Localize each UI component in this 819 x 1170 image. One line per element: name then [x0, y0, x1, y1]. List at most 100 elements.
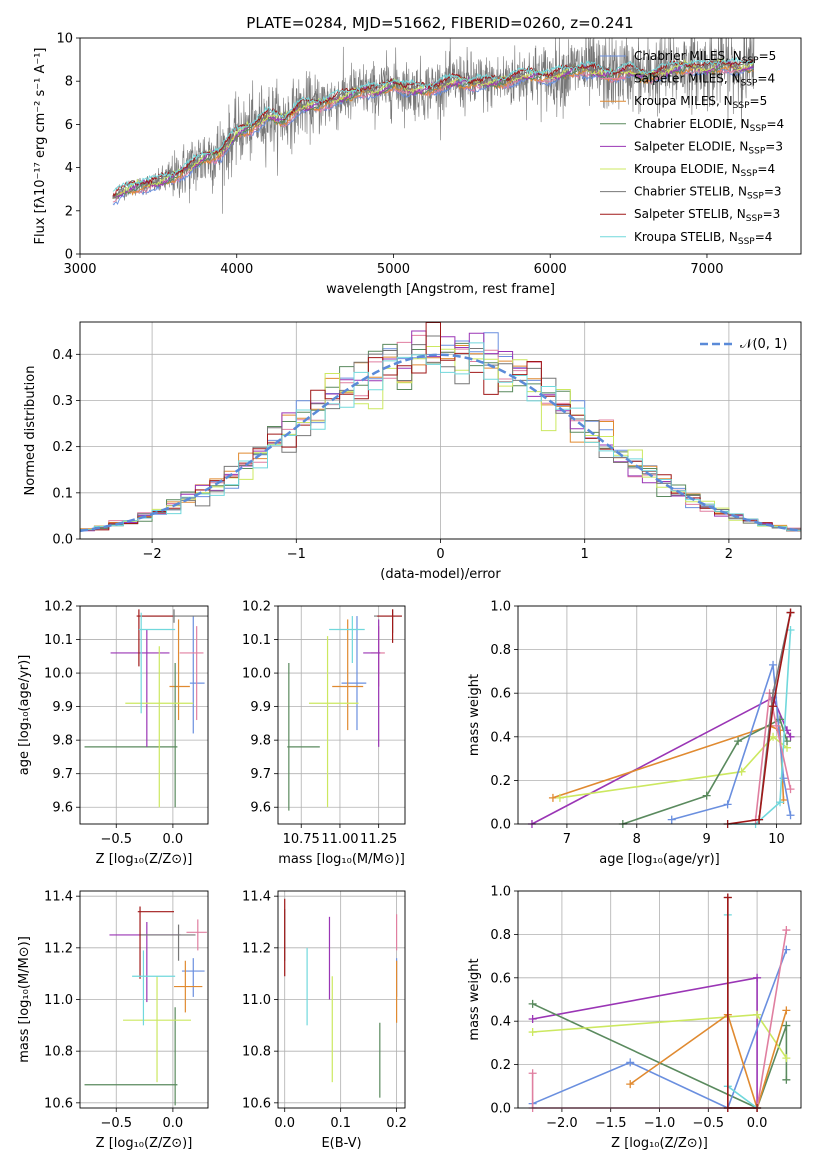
y-tick-label: 0.0 [52, 533, 73, 548]
y-tick-label: 10.8 [242, 1045, 271, 1060]
weight-vs-metallicity-panel: −2.0 −1.5 −1.0 −0.5 0.0 0.0 0.2 0.4 0.6 0.8 1.0 Z [… [467, 885, 802, 1151]
x-tick-label: 0.1 [330, 1116, 351, 1131]
x-axis-label: Z [log₁₀(Z/Z⊙)] [96, 852, 193, 867]
y-tick-label: 11.2 [44, 941, 73, 956]
weight-marker [528, 1069, 537, 1078]
weight-line [531, 696, 792, 825]
x-tick-label: 7000 [690, 262, 723, 277]
weight-series [527, 693, 795, 828]
x-tick-label: 7 [563, 832, 571, 847]
axes-frame [517, 890, 802, 1109]
weight-marker [753, 1010, 762, 1019]
legend-entry: Chabrier ELODIE, NSSP=4 [634, 117, 784, 134]
weight-marker [786, 732, 795, 741]
x-tick-label: 11.00 [321, 832, 358, 847]
error-bar-point [84, 1007, 178, 1106]
legend-entry: Kroupa MILES, NSSP=5 [634, 94, 767, 111]
mass-vs-reddening-panel: 0.0 0.1 0.2 10.6 10.8 11.0 11.2 11.4 E(B-V) [242, 890, 407, 1151]
legend-subscript: SSP [747, 192, 764, 202]
legend-entry: Salpeter MILES, NSSP=4 [634, 72, 775, 89]
legend-subscript: SSP [746, 214, 763, 224]
y-tick-label: 0.1 [52, 486, 73, 501]
x-axis-label: (data-model)/error [380, 567, 501, 582]
legend-name: Chabrier MILES, N [634, 49, 742, 63]
x-tick-label: 5000 [377, 262, 410, 277]
error-bar-point [186, 919, 207, 951]
y-tick-label: 8 [65, 75, 73, 90]
y-axis-label: Normed distribution [23, 366, 38, 496]
y-tick-label: 0.6 [490, 687, 511, 702]
weight-series [723, 893, 762, 1112]
y-tick-label: 11.2 [242, 941, 271, 956]
axes-frame [79, 321, 802, 540]
legend-subscript: SSP [748, 146, 765, 156]
y-tick-label: 0.2 [52, 440, 73, 455]
x-axis-label: Z [log₁₀(Z/Z⊙)] [611, 1136, 708, 1151]
residuals-plot-area [80, 322, 801, 534]
y-tick-label: 11.0 [242, 993, 271, 1008]
error-bar-point [84, 663, 178, 808]
y-axis-label: mass weight [467, 958, 482, 1040]
x-tick-label: 9 [703, 832, 711, 847]
weight-marker [734, 737, 743, 746]
scatter-plot-area [284, 898, 398, 1098]
weight-line [532, 949, 788, 1110]
axes-frame [79, 605, 209, 825]
x-tick-label: 0 [436, 547, 444, 562]
x-tick-label: −0.5 [693, 1116, 725, 1131]
error-bar-point [341, 616, 367, 731]
y-tick-label: 0.4 [490, 730, 511, 745]
y-axis-label: Flux [fλ10⁻¹⁷ erg cm⁻² s⁻¹ A⁻¹] [33, 48, 48, 245]
age-vs-metallicity-panel: −0.5 0.0 9.6 9.7 9.8 9.9 10.0 10.1 10.2 Z [log₁₀(… [17, 600, 209, 867]
scatter-plot-area [84, 906, 207, 1106]
y-tick-label: 0.6 [490, 971, 511, 986]
weight-marker [776, 798, 785, 807]
error-bar-point [363, 619, 381, 747]
error-bar-point [140, 924, 196, 961]
x-tick-label: −1.0 [644, 1116, 676, 1131]
weight-vs-age-panel: 7 8 9 10 0.0 0.2 0.4 0.6 0.8 1.0 age [log₁₀(age/yr… [467, 600, 802, 867]
axes-frame [517, 605, 802, 825]
y-tick-label: 1.0 [490, 600, 511, 615]
error-bar-point [110, 629, 170, 747]
y-tick-label: 10.0 [44, 667, 73, 682]
mass-vs-metallicity-panel: −0.5 0.0 10.6 10.8 11.0 11.2 11.4 Z [log₁₀(Z/Z⊙… [17, 890, 209, 1151]
y-tick-label: 4 [65, 161, 73, 176]
y-tick-label: 10.6 [44, 1096, 73, 1111]
axes-frame [277, 605, 406, 825]
weight-marker [548, 793, 557, 802]
x-tick-label: −0.5 [100, 1116, 132, 1131]
weight-line [559, 735, 788, 799]
y-tick-label: 0.4 [490, 1015, 511, 1030]
y-tick-label: 9.6 [52, 801, 73, 816]
x-tick-label: 2 [725, 547, 733, 562]
weight-marker [626, 1058, 635, 1067]
y-tick-label: 9.9 [250, 700, 271, 715]
y-tick-label: 10.1 [242, 633, 271, 648]
legend-value: =3 [763, 207, 781, 221]
y-tick-label: 9.7 [52, 767, 73, 782]
legend-value: =4 [766, 117, 784, 131]
weight-marker [769, 732, 778, 741]
weight-marker [626, 1080, 635, 1089]
y-tick-label: 1.0 [490, 885, 511, 900]
weight-marker [769, 660, 778, 669]
y-tick-label: 9.7 [250, 767, 271, 782]
weight-line [622, 718, 788, 825]
x-tick-label: 0.0 [747, 1116, 768, 1131]
axes-frame [79, 37, 802, 255]
legend-name: Salpeter ELODIE, N [634, 139, 748, 153]
weight-marker [782, 1054, 791, 1063]
x-tick-label: 3000 [63, 262, 96, 277]
error-bar-point [332, 619, 364, 731]
y-tick-label: 10.6 [242, 1096, 271, 1111]
error-bar-point [137, 906, 175, 979]
y-tick-label: 10.2 [44, 600, 73, 615]
weight-line [727, 612, 792, 825]
weight-line [727, 897, 758, 1109]
x-tick-label: 0.0 [274, 1116, 295, 1131]
legend-value: =3 [765, 139, 783, 153]
observed-spectrum-line [112, 38, 755, 214]
x-tick-label: −1.5 [595, 1116, 627, 1131]
